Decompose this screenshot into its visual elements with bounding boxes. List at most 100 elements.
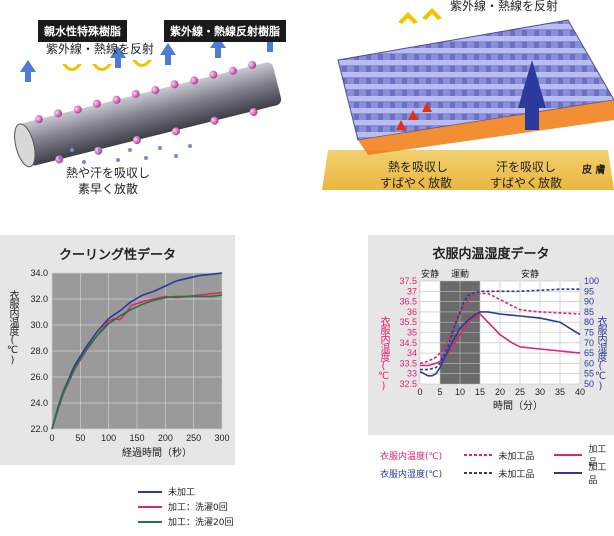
y-left-tick-label: 35.5: [399, 317, 417, 327]
y-left-tick-label: 34: [407, 348, 417, 358]
legend-unprocessed-label: 未加工品: [498, 451, 535, 462]
legend-item: 未加工: [138, 484, 233, 499]
fabric-layer: [337, 19, 614, 141]
y-tick-label: 34.0: [30, 268, 48, 278]
x-tick-label: 100: [101, 433, 116, 443]
legend-processed-label: 加工品: [588, 463, 607, 486]
legend-label: 加工：洗濯0回: [168, 503, 228, 513]
x-axis-label: 経過時間（秒）: [122, 446, 192, 459]
legend-label: 加工：洗濯20回: [168, 518, 234, 528]
x-tick-label: 0: [417, 387, 422, 397]
temp-humidity-ylabel-right: 衣服内湿度(℃): [595, 316, 606, 391]
legend-processed-label: 加工品: [588, 445, 607, 468]
fabric-drawing: [322, 8, 614, 190]
fiber-drawing: [14, 30, 282, 168]
fabric-caption-heat-1: 熱を吸収し: [388, 160, 449, 174]
x-tick-label: 10: [455, 387, 465, 397]
fabric-caption-heat-2: すばやく放散: [380, 176, 453, 190]
legend-item: 加工：洗濯0回: [138, 499, 233, 514]
y-right-tick-label: 100: [584, 276, 599, 286]
x-tick-label: 250: [186, 433, 201, 443]
heat-arrows: [396, 102, 432, 130]
legend-label: 未加工: [168, 488, 196, 498]
x-tick-label: 50: [75, 433, 85, 443]
y-left-tick-label: 32.5: [399, 379, 417, 389]
fiber-cylinder: [14, 60, 282, 168]
y-left-tick-label: 37: [407, 286, 417, 296]
fabric-caption-sweat-2: すばやく放散: [490, 176, 563, 190]
y-right-tick-label: 50: [584, 379, 594, 389]
series-line: [419, 311, 581, 377]
legend-unprocessed-label: 未加工品: [498, 469, 535, 480]
cooling-chart-title: クーリング性データ: [58, 248, 176, 263]
y-right-tick-label: 75: [584, 328, 594, 338]
moisture-dots: [58, 144, 192, 164]
x-tick-label: 200: [158, 433, 173, 443]
cooling-chart: 0 50 100 150 200 250 300 22.0 24.0 26.0 28.0 30.0 32…: [30, 268, 229, 459]
y-left-tick-label: 36.5: [399, 297, 417, 307]
sweat-arrow: [518, 60, 546, 130]
legend-row-temperature: 衣服内温度(℃) 未加工品 加工品: [380, 445, 614, 468]
y-tick-label: 30.0: [30, 320, 48, 330]
fabric-caption-sweat-1: 汗を吸収し: [496, 160, 557, 174]
x-tick-label: 300: [214, 433, 229, 443]
legend-temp-label: 衣服内温度(℃): [380, 451, 443, 462]
x-tick-label: 25: [515, 387, 525, 397]
y-tick-label: 32.0: [30, 294, 48, 304]
x-tick-label: 35: [555, 387, 565, 397]
fiber-caption-1: 熱や汗を吸収し: [66, 166, 151, 180]
y-left-tick-label: 33: [407, 369, 417, 379]
label-hydrophilic-resin: 親水性特殊樹脂: [38, 20, 127, 42]
y-right-tick-label: 95: [584, 286, 594, 296]
y-right-tick-label: 90: [584, 297, 594, 307]
y-tick-label: 22.0: [30, 424, 48, 434]
y-left-tick-label: 34.5: [399, 338, 417, 348]
temp-humidity-ylabel-left: 衣服内温度(℃): [378, 316, 389, 391]
y-tick-label: 26.0: [30, 372, 48, 382]
cooling-chart-legend: 未加工 加工：洗濯0回 加工：洗濯20回: [138, 484, 233, 529]
skin-label: 皮 膚: [582, 165, 606, 176]
x-tick-label: 30: [535, 387, 545, 397]
y-right-tick-label: 55: [584, 369, 594, 379]
x-tick-label: 15: [475, 387, 485, 397]
y-right-tick-label: 70: [584, 338, 594, 348]
phase-label: 安静: [521, 268, 539, 280]
x-tick-label: 20: [495, 387, 505, 397]
cooling-chart-ylabel: 衣服内温度(℃): [7, 290, 18, 365]
series-line: [420, 313, 581, 367]
fiber-caption-2: 素早く放散: [78, 182, 139, 196]
phase-label: 安静: [421, 268, 439, 280]
y-right-tick-label: 65: [584, 348, 594, 358]
x-tick-label: 40: [575, 387, 585, 397]
y-left-tick-label: 36: [407, 307, 417, 317]
legend-item: 加工：洗濯20回: [138, 514, 233, 529]
fabric-reflect-text: 紫外線・熱線を反射: [450, 0, 559, 13]
fiber-reflect-text: 紫外線・熱線を反射: [46, 42, 155, 56]
label-uv-reflect-resin: 紫外線・熱線反射樹脂: [164, 20, 286, 42]
y-tick-label: 24.0: [30, 398, 48, 408]
x-axis-label: 時間（分）: [493, 400, 543, 412]
x-tick-label: 5: [437, 387, 442, 397]
temp-humidity-legend: 衣服内温度(℃) 未加工品 加工品 衣服内湿度(℃) 未加工品 加工品: [380, 445, 614, 486]
series-line: [51, 294, 223, 430]
phase-label: 運動: [451, 269, 469, 280]
fiber-illustration: 親水性特殊樹脂 紫外線・熱線反射樹脂 紫外線・熱線を反射 熱や汗を吸収し 素早く…: [0, 0, 300, 210]
temp-humidity-chart-title: 衣服内温湿度データ: [432, 247, 550, 262]
y-right-tick-label: 80: [584, 317, 594, 327]
y-left-tick-label: 35: [407, 328, 417, 338]
legend-row-humidity: 衣服内湿度(℃) 未加工品 加工品: [380, 463, 614, 486]
fabric-illustration: 紫外線・熱線を反射 熱を吸収し すばやく放散 汗を吸収し すばやく放散 皮 膚: [318, 0, 614, 210]
y-left-tick-label: 37.5: [399, 276, 417, 286]
skin-layer: [322, 150, 614, 190]
legend-humid-label: 衣服内湿度(℃): [380, 469, 443, 480]
x-tick-label: 0: [49, 433, 54, 443]
series-line: [51, 272, 223, 430]
series-line: [420, 288, 580, 371]
y-right-tick-label: 85: [584, 307, 594, 317]
reflect-arrows: [62, 60, 152, 71]
x-tick-label: 150: [129, 433, 144, 443]
fabric-reflect-arrows: [398, 8, 442, 24]
temp-humidity-chart: 安静 運動 安静0 5 10 15 20 25 30 35 4032.53333.53434.535…: [399, 268, 599, 412]
y-right-tick-label: 60: [584, 358, 594, 368]
y-left-tick-label: 33.5: [399, 358, 417, 368]
